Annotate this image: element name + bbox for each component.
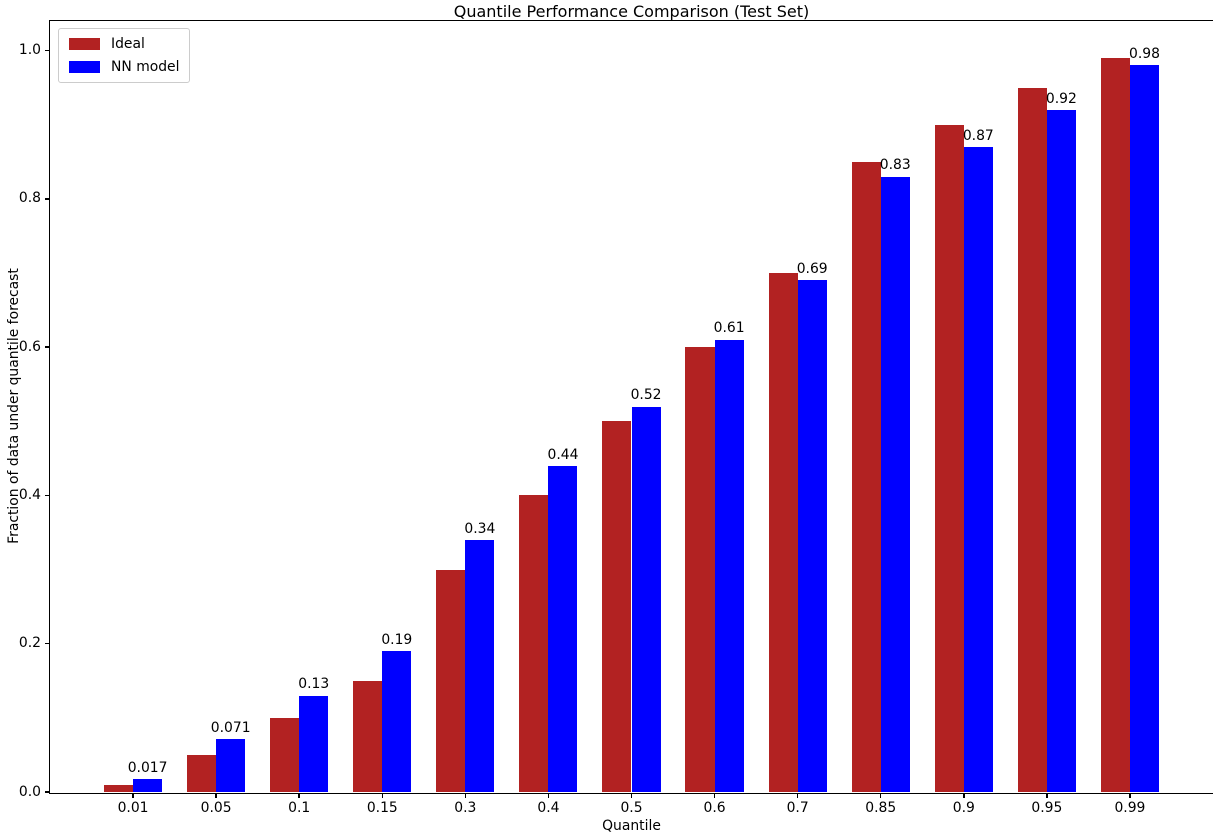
x-tick-label: 0.6 — [703, 800, 726, 816]
x-tick — [215, 793, 217, 798]
x-tick — [381, 793, 384, 798]
bar-nn-model — [631, 406, 661, 792]
bar-ideal — [436, 569, 466, 792]
plot-area: 0.017 0.071 0.13 0.19 0.34 0.44 0.52 0.61 0.69 0.… — [50, 21, 1213, 792]
x-tick-label: 0.5 — [620, 800, 643, 816]
bar-nn-model — [1129, 65, 1159, 792]
bar-value-label: 0.52 — [630, 387, 662, 404]
y-tick-label: 1.0 — [18, 42, 41, 59]
x-tick-label: 0.99 — [1114, 800, 1146, 816]
legend-item-nn-model: NN model — [69, 59, 179, 76]
bar-nn-model — [216, 739, 246, 792]
x-tick — [464, 793, 467, 798]
bar-nn-model — [880, 176, 910, 792]
bar-ideal — [1017, 87, 1047, 792]
legend-swatch-ideal — [69, 38, 100, 51]
x-tick — [547, 793, 550, 798]
bar-value-label: 0.69 — [796, 261, 828, 278]
bar-value-label: 0.017 — [127, 760, 168, 777]
x-tick-label: 0.4 — [537, 800, 560, 816]
bar-ideal — [353, 680, 383, 792]
bar-nn-model — [133, 779, 163, 792]
bar-nn-model — [797, 280, 827, 792]
bar-ideal — [602, 421, 632, 792]
bar-ideal — [519, 495, 549, 792]
bar-value-label: 0.44 — [547, 446, 579, 463]
bar-value-label: 0.19 — [381, 631, 413, 648]
x-tick — [630, 793, 633, 798]
x-tick-label: 0.05 — [200, 800, 232, 816]
bar-ideal — [187, 754, 217, 792]
bar-nn-model — [382, 651, 412, 792]
x-tick-label: 0.3 — [454, 800, 477, 816]
bar-nn-model — [465, 539, 495, 792]
bar-ideal — [851, 161, 881, 792]
bar-value-label: 0.13 — [298, 676, 330, 693]
bar-ideal — [270, 717, 300, 792]
x-tick-label: 0.9 — [952, 800, 975, 816]
x-tick — [963, 793, 965, 798]
bar-nn-model — [714, 339, 744, 792]
y-tick-label: 0.2 — [18, 635, 41, 652]
bar-value-label: 0.92 — [1045, 90, 1077, 107]
y-axis-label: Fraction of data under quantile forecast — [6, 268, 22, 544]
y-tick-label: 0.8 — [18, 190, 41, 207]
bar-value-label: 0.071 — [210, 720, 251, 737]
bar-value-label: 0.98 — [1128, 46, 1160, 63]
x-tick — [1046, 793, 1048, 798]
bar-ideal — [768, 273, 798, 792]
x-tick-label: 0.85 — [865, 800, 897, 816]
bar-nn-model — [963, 147, 993, 792]
bar-ideal — [1100, 58, 1130, 792]
x-tick — [796, 793, 799, 798]
chart-title: Quantile Performance Comparison (Test Se… — [453, 2, 810, 21]
x-tick — [713, 793, 716, 798]
bar-nn-model — [299, 695, 329, 792]
y-tick-label: 0.0 — [18, 783, 41, 800]
x-tick — [298, 793, 300, 798]
bar-value-label: 0.87 — [962, 127, 994, 144]
bar-ideal — [934, 124, 964, 792]
bar-ideal — [103, 784, 134, 792]
x-axis-label: Quantile — [602, 818, 661, 834]
x-tick-label: 0.15 — [366, 800, 398, 816]
legend: Ideal NN model — [58, 28, 191, 84]
bar-nn-model — [548, 465, 578, 792]
x-tick-label: 0.01 — [117, 800, 149, 816]
x-tick — [132, 793, 134, 798]
plot-frame — [48, 19, 1213, 794]
bar-value-label: 0.83 — [879, 157, 911, 174]
x-tick-label: 0.95 — [1031, 800, 1063, 816]
x-tick — [1129, 793, 1131, 798]
legend-label-ideal: Ideal — [111, 36, 145, 52]
bar-ideal — [685, 347, 715, 792]
bar-nn-model — [1046, 109, 1076, 792]
legend-swatch-nn-model — [69, 61, 100, 74]
x-tick — [879, 793, 882, 798]
bar-value-label: 0.34 — [464, 520, 496, 537]
x-tick-label: 0.1 — [288, 800, 311, 816]
bar-value-label: 0.61 — [713, 320, 745, 337]
legend-item-ideal: Ideal — [69, 36, 179, 53]
x-tick-label: 0.7 — [786, 800, 809, 816]
legend-label-nn-model: NN model — [111, 58, 180, 75]
